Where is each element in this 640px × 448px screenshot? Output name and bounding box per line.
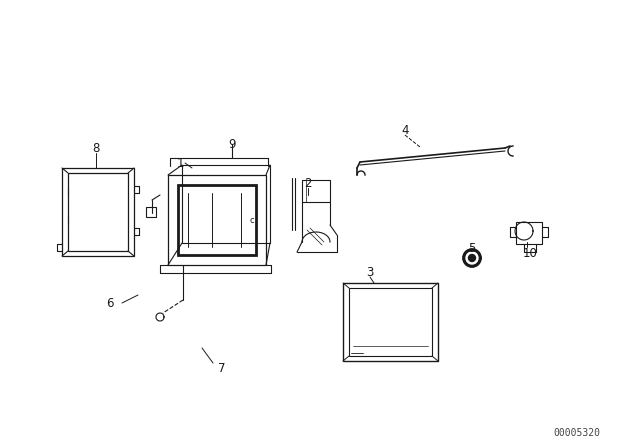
Bar (62, 168, 134, 256)
Bar (343, 283, 438, 361)
Bar (349, 288, 432, 356)
Bar (68, 173, 128, 251)
Bar (516, 222, 542, 244)
Text: 5: 5 (468, 241, 476, 254)
Text: 00005320: 00005320 (553, 428, 600, 438)
Text: 2: 2 (304, 177, 312, 190)
Bar (168, 175, 266, 265)
Circle shape (463, 249, 481, 267)
Text: 1: 1 (176, 156, 184, 169)
Text: 4: 4 (401, 124, 409, 137)
Text: 7: 7 (218, 362, 226, 375)
Text: c: c (250, 215, 254, 224)
Text: 6: 6 (106, 297, 114, 310)
Text: 3: 3 (366, 266, 374, 279)
Circle shape (468, 254, 476, 262)
Text: 8: 8 (92, 142, 100, 155)
Bar (146, 207, 156, 217)
Bar (182, 165, 270, 243)
Bar (302, 180, 330, 202)
Circle shape (466, 252, 478, 264)
Bar (178, 185, 256, 255)
Text: 9: 9 (228, 138, 236, 151)
Text: 10: 10 (523, 246, 538, 259)
